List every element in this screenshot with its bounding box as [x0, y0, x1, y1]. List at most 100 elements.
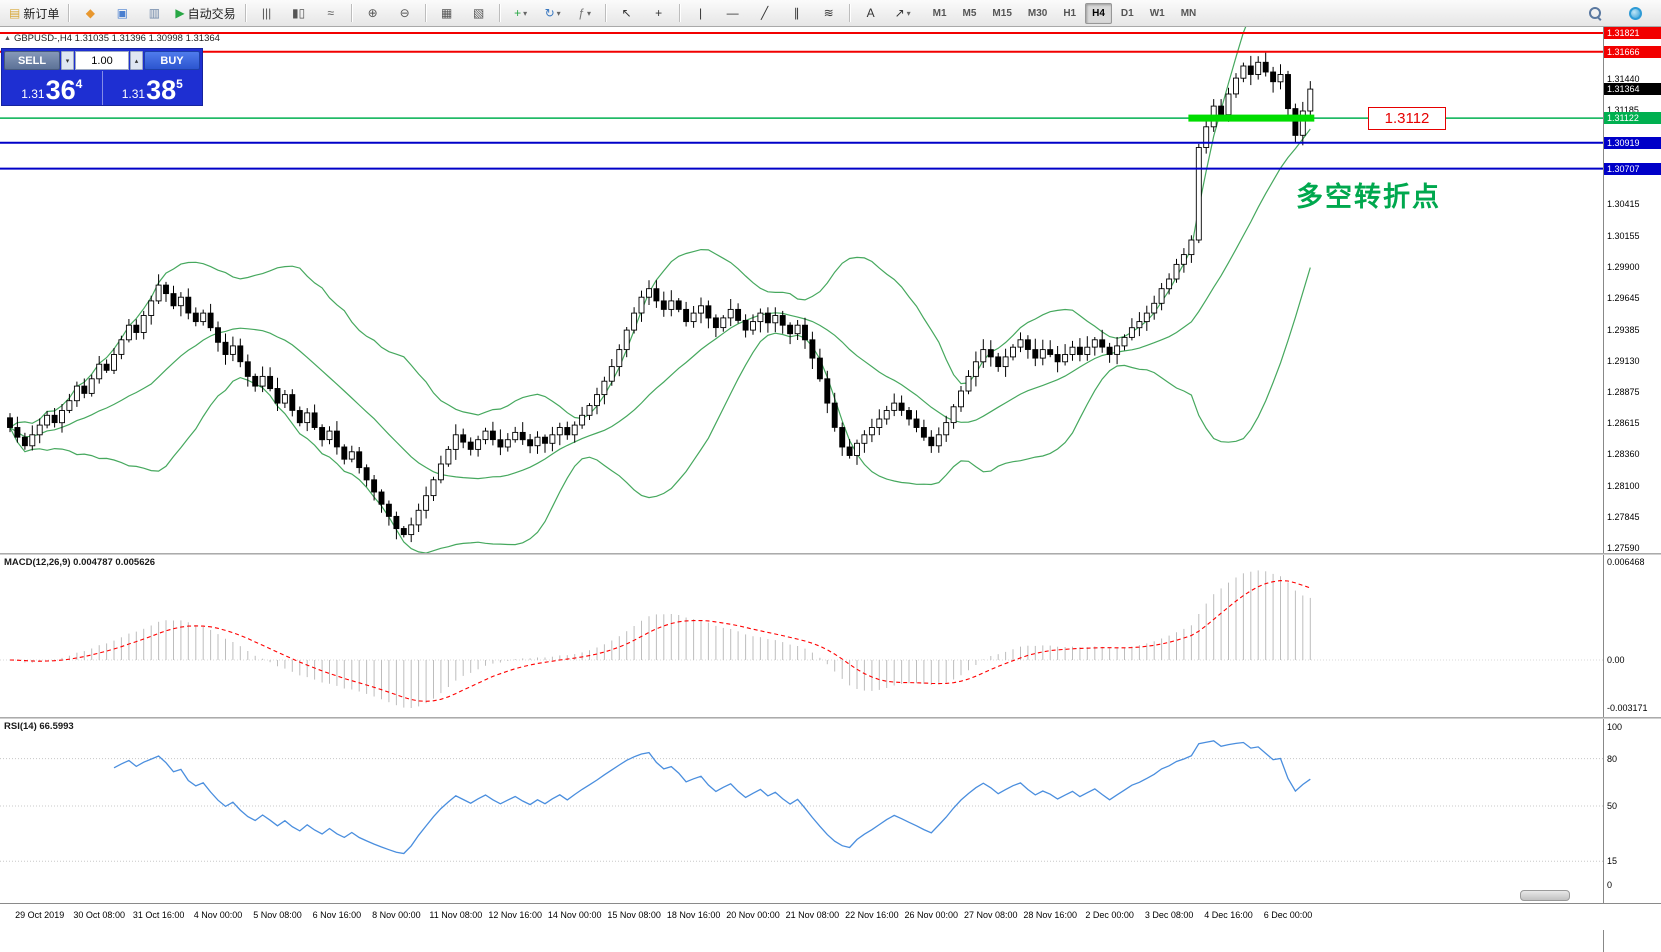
time-axis-label: 4 Nov 00:00 — [193, 910, 243, 920]
new-order-icon: ▤ — [9, 6, 21, 20]
time-axis-label: 6 Nov 16:00 — [312, 910, 362, 920]
macd-label: MACD(12,26,9) 0.004787 0.005626 — [4, 557, 156, 568]
timeframe-d1-button[interactable]: D1 — [1120, 7, 1134, 19]
text-label-button[interactable]: A — [856, 1, 886, 25]
sell-price-base: 1.31 — [21, 87, 45, 101]
price-axis-label: 1.28360 — [1607, 449, 1640, 460]
price-axis-label: 1.28875 — [1607, 386, 1640, 397]
rsi-svg — [0, 740, 1603, 862]
horizontal-scrollbar-thumb[interactable] — [1520, 890, 1570, 901]
price-axis-label: 1.31185 — [1607, 105, 1639, 116]
candlestick-chart-type-icon: ▮▯ — [292, 6, 306, 20]
toolbar-separator — [498, 4, 501, 22]
refresh-icon: ↻ — [544, 6, 555, 20]
sell-price-sup: 4 — [75, 77, 83, 91]
toolbar-separator — [68, 4, 71, 22]
tile-windows-icon: ▦ — [440, 6, 453, 20]
timeframe-m15-button[interactable]: M15 — [992, 7, 1012, 19]
main-chart-svg — [0, 27, 1603, 553]
tile-windows-button[interactable]: ▦ — [432, 1, 462, 25]
timeframe-toolbar: M1 M5 M15 M30 H1 H4 D1 W1 MN — [925, 2, 1205, 24]
price-axis-label: 1.28100 — [1607, 480, 1640, 491]
chart-window-icon: ▣ — [116, 6, 129, 20]
sell-price-button[interactable]: 1.31 36 4 — [2, 71, 102, 105]
timeframe-h4-button[interactable]: H4 — [1085, 2, 1112, 24]
search-button[interactable] — [1580, 1, 1610, 25]
time-axis[interactable]: 29 Oct 2019 30 Oct 08:00 31 Oct 16:00 4 Nov… — [0, 903, 1661, 930]
price-badge: 1.30919 — [1604, 136, 1661, 149]
rsi-indicator-panel[interactable]: RSI(14) 66.5993 — [0, 719, 1603, 903]
time-axis-label: 22 Nov 16:00 — [845, 910, 899, 920]
rsi-label: RSI(14) 66.5993 — [4, 721, 74, 732]
macd-indicator-panel[interactable]: MACD(12,26,9) 0.004787 0.005626 — [0, 555, 1603, 717]
toolbar-separator — [848, 4, 851, 22]
macd-svg — [0, 570, 1603, 708]
refresh-dropdown-icon: ▾ — [556, 8, 561, 18]
crosshair-button[interactable]: + — [644, 1, 674, 25]
trendline-button[interactable]: ╱ — [750, 1, 780, 25]
arrow-object-dropdown-icon: ▾ — [906, 8, 911, 18]
volume-increase-button[interactable]: ▴ — [130, 51, 143, 70]
price-axis-label: 1.27845 — [1607, 512, 1640, 522]
timeframe-h1-button[interactable]: H1 — [1063, 7, 1077, 19]
cursor-button[interactable]: ↖ — [612, 1, 642, 25]
timeframe-m5-button[interactable]: M5 — [962, 7, 977, 19]
horizontal-line-button[interactable]: — — [718, 1, 748, 25]
auto-trading-label: 自动交易 — [187, 6, 236, 21]
zoom-out-button[interactable]: ⊖ — [390, 1, 420, 25]
timeframe-m1-button[interactable]: M1 — [932, 7, 947, 19]
time-axis-label: 20 Nov 00:00 — [726, 910, 780, 920]
sell-button[interactable]: SELL — [4, 51, 60, 70]
timeframe-m30-button[interactable]: M30 — [1027, 7, 1048, 19]
main-chart-panel[interactable]: ▲ GBPUSD-,H4 1.31035 1.31396 1.30998 1.3… — [0, 27, 1603, 553]
vertical-line-button[interactable]: | — [686, 1, 716, 25]
time-axis-label: 5 Nov 08:00 — [253, 910, 302, 920]
fibonacci-button[interactable]: ≋ — [814, 1, 844, 25]
support-level-label: 1.3112 — [1368, 107, 1446, 130]
panel-splitter[interactable] — [0, 553, 1661, 555]
buy-price-button[interactable]: 1.31 38 5 — [103, 71, 203, 105]
rsi-axis-label: 15 — [1607, 856, 1618, 867]
new-order-button[interactable]: ▤ 新订单 — [5, 1, 63, 25]
time-axis-label: 15 Nov 08:00 — [607, 910, 661, 920]
arrow-object-button[interactable]: ↗ ▾ — [888, 1, 918, 25]
auto-trading-button[interactable]: ▶ 自动交易 — [171, 1, 239, 25]
chart-window-button[interactable]: ▣ — [107, 1, 137, 25]
trade-panel-controls: SELL ▾ ▴ BUY — [2, 49, 202, 71]
buy-price-base: 1.31 — [121, 87, 146, 101]
volume-input[interactable] — [75, 51, 129, 70]
indicators-button[interactable]: ƒ ▾ — [570, 1, 600, 25]
time-axis-label: 12 Nov 16:00 — [488, 910, 542, 920]
buy-button[interactable]: BUY — [144, 51, 200, 70]
fibonacci-icon: ≋ — [823, 6, 834, 20]
text-label-icon: A — [866, 6, 875, 20]
timeframe-mn-button[interactable]: MN — [1180, 7, 1197, 19]
candlestick-chart-type-button[interactable]: ▮▯ — [284, 1, 314, 25]
volume-decrease-button[interactable]: ▾ — [61, 51, 74, 70]
new-chart-button[interactable]: + ▾ — [506, 1, 536, 25]
zoom-in-button[interactable]: ⊕ — [358, 1, 388, 25]
buy-price-big: 38 — [146, 75, 177, 106]
price-scale[interactable]: 1.31440 1.31185 1.30415 1.30155 1.29900 1.296… — [1603, 27, 1661, 952]
arrange-windows-button[interactable]: ▧ — [464, 1, 494, 25]
profiles-button[interactable]: ▥ — [139, 1, 169, 25]
mql5-community-button[interactable]: ◆ — [75, 1, 105, 25]
chart-marker-icon: ▲ — [4, 35, 11, 42]
price-axis-label: 1.30155 — [1607, 230, 1640, 241]
time-axis-label: 11 Nov 08:00 — [429, 910, 483, 920]
horizontal-line-icon: — — [726, 6, 739, 20]
time-axis-label: 27 Nov 08:00 — [964, 910, 1018, 920]
community-button[interactable] — [1620, 1, 1650, 25]
refresh-button[interactable]: ↻ ▾ — [538, 1, 568, 25]
new-order-label: 新订单 — [23, 6, 60, 21]
equidistant-channel-button[interactable]: ∥ — [782, 1, 812, 25]
rsi-axis-label: 100 — [1607, 722, 1623, 732]
panel-splitter[interactable] — [0, 717, 1661, 719]
price-axis-label: 1.30415 — [1607, 199, 1640, 210]
timeframe-w1-button[interactable]: W1 — [1149, 7, 1165, 19]
rsi-axis-label: 0 — [1607, 880, 1613, 890]
bar-chart-type-button[interactable]: ||| — [252, 1, 282, 25]
crosshair-icon: + — [655, 6, 663, 20]
line-chart-type-button[interactable]: ≈ — [316, 1, 346, 25]
